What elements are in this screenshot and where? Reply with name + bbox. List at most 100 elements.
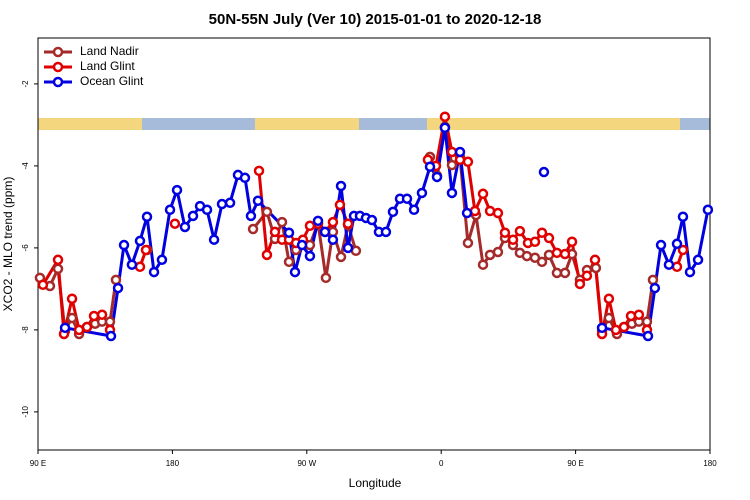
data-point: [408, 204, 420, 216]
data-point: [551, 247, 563, 259]
data-point: [304, 220, 316, 232]
data-point: [543, 232, 555, 244]
data-point: [610, 324, 622, 336]
data-point: [327, 234, 339, 245]
data-point: [559, 248, 571, 260]
data-point: [134, 261, 146, 273]
legend-label: Land Glint: [80, 59, 135, 73]
x-tick-label: 90 E: [30, 459, 46, 468]
data-point: [88, 310, 100, 322]
data-point: [366, 214, 378, 226]
data-point: [171, 184, 183, 196]
y-tick-label: -6: [21, 244, 30, 252]
land-ocean-strip: [38, 118, 710, 130]
data-point: [334, 199, 346, 211]
data-point: [439, 122, 451, 134]
data-point: [245, 210, 257, 222]
y-tick-label: -10: [21, 406, 30, 418]
data-point: [596, 322, 608, 334]
data-point: [342, 218, 354, 229]
data-point: [677, 211, 689, 222]
data-point: [387, 206, 399, 218]
legend-label: Land Nadir: [80, 44, 139, 58]
data-point: [156, 254, 168, 266]
y-axis-label: XCO2 - MLO trend (ppm): [1, 177, 15, 312]
data-point: [252, 195, 264, 207]
data-point: [335, 180, 347, 192]
data-point: [169, 218, 181, 229]
legend-marker: [52, 76, 64, 88]
data-point: [261, 206, 273, 218]
data-point: [702, 204, 714, 216]
data-point: [335, 251, 347, 263]
data-point: [692, 254, 704, 266]
legend-marker: [52, 46, 64, 58]
data-point: [110, 274, 122, 286]
data-point: [276, 216, 288, 228]
data-point: [618, 321, 630, 333]
data-point: [521, 250, 533, 262]
x-axis-label: Longitude: [349, 476, 402, 490]
y-tick-label: -4: [21, 162, 30, 170]
data-point: [216, 198, 228, 210]
data-point: [446, 187, 458, 199]
data-point: [642, 330, 654, 342]
data-point: [105, 330, 117, 342]
data-point: [59, 322, 71, 334]
data-point: [201, 204, 213, 216]
data-point: [536, 227, 548, 238]
data-point: [342, 242, 354, 254]
data-point: [66, 312, 78, 324]
data-point: [141, 211, 153, 222]
data-point: [112, 282, 124, 294]
data-point: [261, 249, 273, 261]
data-point: [499, 227, 511, 238]
legend-label: Ocean Glint: [80, 74, 144, 88]
series-line: [41, 115, 685, 336]
data-point: [187, 210, 199, 222]
x-tick-label: 180: [166, 459, 180, 468]
data-point: [66, 293, 78, 304]
data-point: [477, 259, 489, 270]
data-point: [140, 244, 152, 256]
data-point: [424, 161, 436, 172]
data-point: [52, 254, 64, 266]
data-point: [439, 111, 451, 122]
data-point: [461, 207, 473, 219]
chart-title: 50N-55N July (Ver 10) 2015-01-01 to 2020…: [209, 11, 542, 28]
x-tick-label: 0: [439, 459, 444, 468]
data-point: [551, 267, 563, 279]
x-tick-label: 90 E: [567, 459, 583, 468]
plot-frame: [37, 37, 711, 451]
data-point: [104, 316, 116, 327]
data-point: [462, 156, 474, 168]
data-point: [603, 293, 615, 304]
data-point: [247, 223, 259, 235]
data-point: [380, 226, 392, 238]
data-point: [224, 197, 236, 209]
data-point: [37, 279, 49, 291]
data-point: [208, 234, 220, 245]
data-point: [671, 238, 683, 250]
data-point: [126, 259, 138, 270]
data-point: [289, 266, 301, 278]
data-point: [118, 239, 130, 251]
data-point: [647, 274, 659, 286]
data-point: [134, 235, 146, 247]
data-point: [327, 216, 339, 228]
data-point: [684, 266, 696, 278]
data-point: [655, 239, 667, 251]
data-point: [492, 207, 504, 219]
data-point: [677, 244, 689, 256]
data-point: [454, 146, 466, 158]
data-point: [589, 254, 601, 266]
data-point: [148, 266, 160, 278]
data-point: [296, 239, 308, 251]
data-point: [446, 159, 458, 171]
data-point: [590, 262, 602, 274]
data-point: [507, 234, 519, 245]
data-point: [462, 237, 474, 249]
data-point: [581, 270, 593, 282]
data-point: [492, 246, 504, 258]
